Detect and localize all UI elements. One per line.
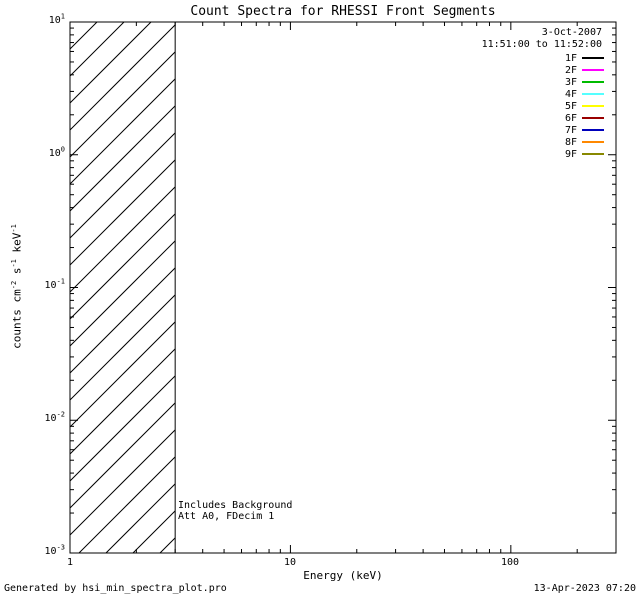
footer-timestamp: 13-Apr-2023 07:20	[533, 583, 636, 594]
y-tick-label: 100	[19, 145, 65, 159]
y-axis-label-text: s	[10, 267, 24, 281]
legend-entry: 4F	[555, 88, 604, 100]
legend-date: 3-Oct-2007	[541, 27, 602, 38]
x-tick-label: 100	[500, 557, 520, 568]
y-axis-label-exp: -2	[9, 280, 18, 290]
annotation-includes-background: Includes Background	[178, 500, 293, 511]
y-tick-base: 10	[44, 546, 57, 557]
legend-entry: 7F	[555, 124, 604, 136]
legend-entry-label: 7F	[564, 124, 577, 136]
y-axis-label-text: counts cm	[10, 289, 24, 349]
y-tick-base: 10	[44, 280, 57, 291]
y-tick-exp: -2	[56, 410, 65, 419]
legend-entry: 6F	[555, 112, 604, 124]
x-tick-label: 10	[283, 557, 297, 568]
y-tick-base: 10	[48, 15, 61, 26]
legend-entry-label: 9F	[564, 148, 577, 160]
legend-entry-swatch	[582, 93, 604, 95]
footer-generator-note: Generated by hsi_min_spectra_plot.pro	[4, 583, 227, 594]
y-tick-exp: -1	[56, 277, 65, 286]
legend-entry-label: 8F	[564, 136, 577, 148]
legend-entry-label: 4F	[564, 88, 577, 100]
y-axis-label: counts cm-2 s-1 keV-1	[9, 137, 24, 437]
y-tick-exp: 1	[60, 12, 65, 21]
legend-entry-label: 6F	[564, 112, 577, 124]
legend-entry: 1F	[555, 52, 604, 64]
legend-entry: 2F	[555, 64, 604, 76]
y-tick-base: 10	[44, 413, 57, 424]
y-axis-label-text: keV	[10, 232, 24, 260]
y-axis-label-exp: -1	[9, 259, 18, 268]
x-tick-label: 1	[66, 557, 74, 568]
legend-entry: 9F	[555, 148, 604, 160]
legend-entry-swatch	[582, 69, 604, 71]
legend-entry-swatch	[582, 105, 604, 107]
y-axis-label-exp: -1	[9, 224, 18, 233]
legend-entry-swatch	[582, 81, 604, 83]
y-tick-label: 10-3	[19, 543, 65, 557]
legend-entry-swatch	[582, 57, 604, 59]
legend-entry-label: 1F	[564, 52, 577, 64]
y-tick-label: 10-1	[19, 277, 65, 291]
y-tick-exp: -3	[56, 543, 65, 552]
legend-entry-label: 2F	[564, 64, 577, 76]
y-tick-label: 10-2	[19, 410, 65, 424]
annotation-attenuator-state: Att A0, FDecim 1	[178, 511, 275, 522]
legend-entry-label: 3F	[564, 76, 577, 88]
x-axis-label: Energy (keV)	[303, 569, 383, 582]
y-tick-base: 10	[48, 148, 61, 159]
legend-entry-swatch	[582, 141, 604, 143]
legend-entry: 3F	[555, 76, 604, 88]
legend-entry-swatch	[582, 153, 604, 155]
legend-entry-swatch	[582, 129, 604, 131]
legend-entry: 8F	[555, 136, 604, 148]
y-tick-label: 101	[19, 12, 65, 26]
chart-title: Count Spectra for RHESSI Front Segments	[190, 4, 496, 19]
legend-entry-label: 5F	[564, 100, 577, 112]
legend-entry-swatch	[582, 117, 604, 119]
y-tick-exp: 0	[60, 145, 65, 154]
legend-time-range: 11:51:00 to 11:52:00	[481, 39, 602, 50]
legend-entry: 5F	[555, 100, 604, 112]
